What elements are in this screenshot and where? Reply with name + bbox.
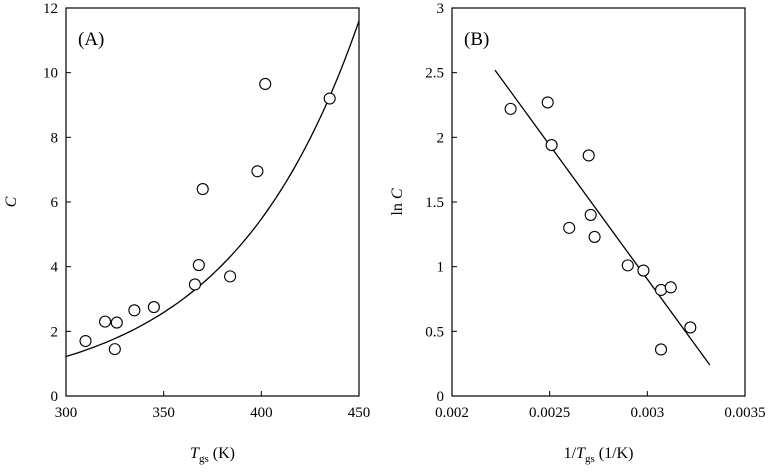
- x-tick-label: 0.0035: [724, 405, 765, 421]
- panel-label: (B): [464, 29, 489, 50]
- x-tick-label: 0.0025: [529, 405, 570, 421]
- y-tick-label: 1.5: [425, 195, 444, 211]
- y-tick-label: 10: [43, 66, 58, 82]
- y-tick-label: 2: [51, 324, 59, 340]
- data-point: [110, 316, 123, 329]
- y-tick-label: 1: [437, 260, 445, 276]
- data-point: [545, 139, 558, 152]
- y-tick-label: 4: [51, 260, 59, 276]
- plot-frame: [451, 7, 746, 397]
- y-tick-label: 8: [51, 130, 59, 146]
- x-tick-label: 300: [55, 405, 78, 421]
- data-point: [654, 283, 668, 296]
- y-tick-label: 2.5: [425, 66, 444, 82]
- chart-panel-2: 0.002 0.0025 0.003 0.0035 0 0.5 1 1.5 2 2.5 3 (B) 1/…: [389, 1, 766, 465]
- data-point: [196, 183, 209, 196]
- data-point: [192, 258, 205, 272]
- data-point: [323, 92, 336, 105]
- fit-line: [65, 20, 360, 358]
- plot-frame: [65, 7, 360, 397]
- data-point: [588, 230, 601, 243]
- x-tick-label: 400: [250, 405, 273, 421]
- data-point: [541, 96, 554, 109]
- data-point: [224, 270, 237, 283]
- data-point: [99, 315, 112, 328]
- data-point: [563, 221, 576, 234]
- data-point: [79, 334, 92, 348]
- data-point: [251, 165, 264, 178]
- y-tick-label: 0.5: [425, 324, 444, 340]
- data-point: [108, 343, 121, 356]
- x-tick-label: 0.002: [435, 405, 469, 421]
- y-tick-label: 6: [51, 195, 59, 211]
- y-axis-label: ln C: [389, 188, 406, 215]
- y-axis-label: C: [3, 196, 20, 207]
- data-point: [664, 281, 677, 294]
- y-tick-label: 0: [437, 389, 445, 405]
- data-point: [259, 77, 272, 91]
- x-tick-label: 0.003: [630, 405, 664, 421]
- chart-panel-1: 300 350 400 450 0 2 4 6 8 10 12 (A) Tgs (K) C: [3, 1, 370, 465]
- fit-line: [494, 69, 711, 366]
- x-tick-label: 350: [152, 405, 175, 421]
- x-axis-label: 1/Tgs (1/K): [564, 445, 634, 465]
- data-point: [637, 264, 650, 277]
- data-point: [654, 343, 668, 356]
- data-point: [188, 278, 201, 291]
- data-point: [128, 304, 141, 317]
- data-point: [504, 102, 517, 115]
- y-tick-label: 2: [437, 130, 445, 146]
- y-tick-label: 12: [43, 1, 58, 17]
- y-tick-label: 0: [51, 389, 59, 405]
- panel-label: (A): [78, 29, 104, 50]
- data-point: [684, 321, 697, 334]
- data-point: [584, 208, 597, 221]
- data-point: [147, 301, 160, 314]
- x-tick-label: 450: [348, 405, 371, 421]
- data-point: [582, 149, 595, 162]
- x-axis-label: Tgs (K): [190, 445, 235, 465]
- data-point: [621, 259, 634, 272]
- y-tick-label: 3: [437, 1, 445, 17]
